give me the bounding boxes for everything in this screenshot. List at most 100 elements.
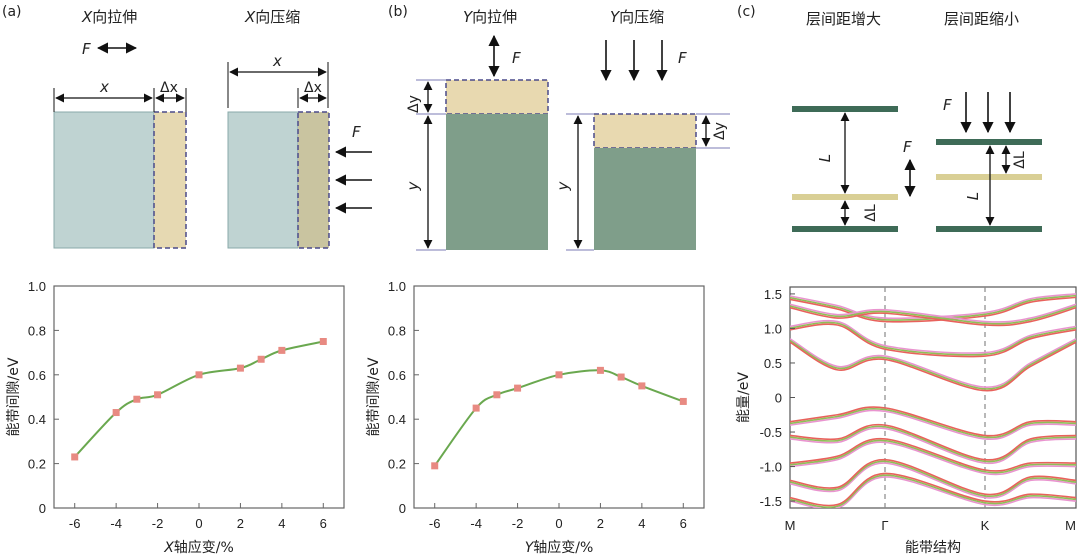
data-point (154, 391, 162, 399)
y-compress-height-label: y (554, 180, 572, 191)
y-tick-label: 1.0 (764, 321, 782, 336)
y-tick-label: -1.5 (760, 494, 782, 509)
band-line (790, 458, 1076, 496)
y-stretch-slab (446, 114, 548, 250)
chart-band-structure: -1.5 -1.0 -0.5 0 0.5 1.0 1.5 M Γ K M 能带结构 能量/eV (736, 286, 1077, 555)
y-compress-delta-region (593, 113, 697, 149)
band-line (790, 462, 1076, 499)
band-line (790, 423, 1076, 461)
delta-x-compress-label: Δx (304, 80, 322, 96)
data-point (596, 366, 604, 374)
panel-c-label: (c) (737, 4, 756, 20)
y-tick-label: 0.4 (388, 412, 406, 427)
series-line (73, 340, 324, 458)
y-tick-label: 0.4 (28, 412, 46, 427)
delta-y-label: Δy (406, 95, 422, 113)
panel-b-schematic: (b) Y向拉伸 Y向压缩 F Δy y F y Δy (388, 4, 730, 251)
band-line (790, 323, 1076, 358)
band-line (790, 338, 1076, 388)
y-tick-label: 0.2 (388, 457, 406, 472)
y-tick-label: 1.5 (764, 287, 782, 302)
data-point (319, 338, 327, 345)
x-axis-label: 能带结构 (905, 540, 961, 555)
x-axis-label: Y轴应变/% (525, 539, 594, 555)
data-point (71, 453, 79, 461)
delta-y-compress-label: Δy (712, 122, 728, 140)
force-label-a-compress: F (352, 123, 361, 141)
band-line (790, 439, 1076, 474)
data-point (638, 382, 646, 390)
y-axis-label: 能带间隙/eV (6, 357, 22, 436)
force-label-c: F (943, 96, 952, 114)
band-lines (790, 293, 1076, 508)
band-line (790, 427, 1076, 464)
data-point (493, 391, 501, 399)
band-line (790, 425, 1076, 463)
y-tick-label: 0 (399, 501, 406, 516)
data-point (679, 397, 687, 405)
x-tick-label: 4 (638, 516, 645, 531)
band-line (790, 474, 1076, 508)
band-line (790, 319, 1076, 354)
x-compress-delta-region (297, 111, 330, 249)
band-line (790, 409, 1076, 440)
data-point (278, 346, 286, 354)
panel-c-schematic: (c) 层间距增大 层间距缩小 L ΔL F F L ΔL (737, 4, 1042, 232)
band-line (790, 341, 1076, 392)
x-tick-label: -2 (512, 516, 524, 531)
x-stretch-title: X向拉伸 (81, 8, 137, 26)
distance-label-decrease: L (964, 192, 982, 200)
band-line (790, 472, 1076, 507)
x-tick-label: 0 (195, 516, 202, 531)
data-point (431, 462, 439, 470)
x-compress-title: X向压缩 (244, 8, 300, 26)
panel-a-schematic: (a) X向拉伸 X向压缩 F x Δx x Δx F (2, 4, 372, 249)
x-tick-label: -6 (429, 516, 441, 531)
data-point (555, 371, 563, 379)
x-stretch-slab (53, 111, 155, 249)
x-width-label: x (99, 78, 109, 96)
k-point-label: K (981, 518, 990, 533)
y-tick-label: 1.0 (28, 279, 46, 294)
data-point (472, 404, 480, 412)
force-label-b-compress: F (678, 49, 687, 67)
y-tick-label: 0.6 (388, 368, 406, 383)
force-label-a: F (82, 40, 91, 58)
y-tick-label: -0.5 (760, 425, 782, 440)
spacing-decrease-title: 层间距缩小 (944, 10, 1019, 28)
data-point (617, 373, 625, 381)
y-tick-label: 0.8 (28, 323, 46, 338)
x-tick-label: -6 (69, 516, 81, 531)
y-tick-label: 0 (775, 391, 782, 406)
series-line (433, 369, 684, 467)
force-label-c-middle: F (903, 138, 912, 156)
panel-b-label: (b) (388, 4, 408, 20)
y-tick-label: 0.6 (28, 368, 46, 383)
band-line (790, 339, 1076, 390)
x-axis-label: X轴应变/% (163, 539, 234, 555)
y-tick-label: 0 (39, 501, 46, 516)
y-tick-label: -1.0 (760, 460, 782, 475)
x-tick-label: 0 (555, 516, 562, 531)
y-tick-label: 1.0 (388, 279, 406, 294)
band-line (790, 296, 1076, 323)
y-height-label: y (404, 180, 422, 191)
x-tick-label: 4 (278, 516, 285, 531)
x-compress-width-label: x (272, 52, 282, 70)
y-tick-label: 0.2 (28, 457, 46, 472)
x-tick-label: -4 (470, 516, 482, 531)
band-line (790, 441, 1076, 476)
y-stretch-title: Y向拉伸 (463, 8, 517, 26)
data-point (257, 355, 265, 363)
delta-l-label-increase: ΔL (863, 204, 879, 222)
data-point (236, 364, 244, 372)
delta-x-label: Δx (160, 80, 178, 96)
y-tick-label: 0.5 (764, 356, 782, 371)
x-tick-label: -4 (110, 516, 122, 531)
k-point-label: M (1065, 518, 1076, 533)
y-stretch-delta-region (445, 79, 549, 115)
y-tick-label: 0.8 (388, 323, 406, 338)
y-compress-title: Y向压缩 (610, 8, 664, 26)
band-line (790, 321, 1076, 356)
panel-a-label: (a) (2, 4, 22, 20)
